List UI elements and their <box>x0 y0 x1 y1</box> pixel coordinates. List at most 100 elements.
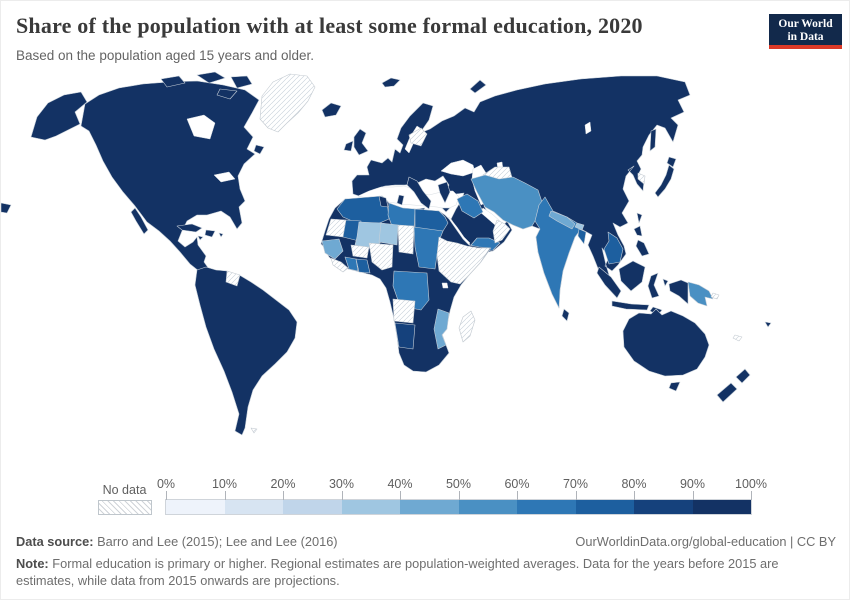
map-region-mozambique[interactable] <box>433 308 450 350</box>
map-region-sudan-south-sudan[interactable] <box>413 226 444 270</box>
map-region-fiji[interactable] <box>764 321 772 328</box>
legend-bin-50%-60%[interactable] <box>458 500 517 514</box>
map-region-namibia[interactable] <box>394 322 416 350</box>
legend-bin-40%-50%[interactable] <box>400 500 459 514</box>
owid-logo[interactable]: Our World in Data <box>769 14 842 49</box>
map-region-arctic-islands[interactable] <box>196 71 226 84</box>
map-region-tunisia[interactable] <box>378 195 389 208</box>
owid-logo-line1: Our World <box>778 18 833 30</box>
map-region-arctic-islands[interactable] <box>230 75 253 89</box>
map-region-antimeridian-sliver[interactable] <box>1 202 12 214</box>
map-region-sardinia[interactable] <box>396 194 405 206</box>
map-region-chad-no-data[interactable] <box>397 224 415 255</box>
mediterranean-sea <box>357 185 460 210</box>
map-region-baja-california[interactable] <box>130 207 149 235</box>
map-region-italy[interactable] <box>406 176 432 210</box>
map-region-svalbard[interactable] <box>381 77 401 88</box>
legend-bin-60%-70%[interactable] <box>517 500 576 514</box>
legend-tick <box>634 491 635 500</box>
legend-bin-70%-80%[interactable] <box>575 500 634 514</box>
map-region-moluccas[interactable] <box>662 278 669 287</box>
map-region-greece[interactable] <box>437 181 451 204</box>
page-subtitle: Based on the population aged 15 years an… <box>16 48 314 63</box>
map-region-newfoundland[interactable] <box>253 144 265 155</box>
legend-tick-label: 90% <box>679 477 706 491</box>
map-region-angola-no-data[interactable] <box>392 298 416 324</box>
lake-baikal <box>584 121 592 135</box>
map-region-tasmania[interactable] <box>668 381 681 392</box>
map-region-arctic-islands[interactable] <box>216 88 238 100</box>
map-region-philippines[interactable] <box>633 225 643 237</box>
map-region-ireland[interactable] <box>343 140 354 152</box>
map-region-new-zealand[interactable] <box>735 368 751 384</box>
map-region-crete[interactable] <box>441 207 451 213</box>
legend-tick <box>283 491 284 500</box>
legend-bin-20%-30%[interactable] <box>283 500 342 514</box>
map-region-novaya-zemlya[interactable] <box>469 79 487 94</box>
map-region-japan[interactable] <box>654 164 675 198</box>
map-region-united-kingdom[interactable] <box>353 128 369 156</box>
owid-logo-line2: in Data <box>787 31 824 43</box>
map-region-taiwan[interactable] <box>636 212 643 224</box>
legend-bin-90%-100%[interactable] <box>692 500 751 514</box>
map-region-greenland-no-data[interactable] <box>259 73 316 133</box>
map-region-laos-cambodia[interactable] <box>603 231 624 265</box>
map-region-java[interactable] <box>611 300 650 311</box>
map-region-new-caledonia-no-data[interactable] <box>732 334 743 342</box>
map-region-sri-lanka[interactable] <box>561 308 570 322</box>
map-region-guyana-suriname-no-data[interactable] <box>225 270 241 287</box>
legend-tick <box>692 491 694 500</box>
map-region-new-zealand[interactable] <box>716 382 738 403</box>
map-region-papua-new-guinea[interactable] <box>687 281 714 307</box>
map-region-horn-of-africa-no-data[interactable] <box>436 236 491 285</box>
map-region-bangladesh[interactable] <box>577 228 587 245</box>
map-region-ghana[interactable] <box>355 258 371 274</box>
attribution-link[interactable]: OurWorldinData.org/global-education | CC… <box>575 534 836 549</box>
map-region-north-america[interactable] <box>80 80 260 273</box>
legend-color-bar[interactable] <box>165 499 752 515</box>
map-region-iceland[interactable] <box>321 102 342 118</box>
legend-tick <box>517 491 518 500</box>
map-region-australia[interactable] <box>622 308 710 377</box>
map-region-puerto-rico[interactable] <box>218 232 224 238</box>
map-region-hispaniola[interactable] <box>204 229 216 238</box>
map-region-alaska[interactable] <box>30 91 88 141</box>
legend-bin-30%-40%[interactable] <box>341 500 400 514</box>
map-region-sierra-leone-liberia-no-data[interactable] <box>330 257 349 273</box>
map-region-west-papua[interactable] <box>668 279 689 305</box>
map-region-oman-no-data[interactable] <box>492 219 511 244</box>
map-region-niger[interactable] <box>378 222 399 246</box>
map-region-nepal[interactable] <box>548 210 576 230</box>
map-region-japan[interactable] <box>666 156 677 168</box>
map-region-arctic-islands[interactable] <box>160 75 186 88</box>
map-region-baltics-belarus-no-data[interactable] <box>408 127 428 147</box>
world-choropleth-map[interactable] <box>1 69 850 469</box>
map-region-nigeria-no-data[interactable] <box>368 242 394 271</box>
legend-bin-80%-90%[interactable] <box>634 500 693 514</box>
map-region-north-korea-no-data[interactable] <box>637 172 646 185</box>
map-region-madagascar-no-data[interactable] <box>458 310 476 343</box>
legend-bin-0%-10%[interactable] <box>166 500 225 514</box>
map-region-cote-divoire[interactable] <box>344 256 359 272</box>
legend-tick <box>751 491 752 500</box>
map-region-borneo[interactable] <box>618 260 646 292</box>
map-region-solomon-islands-no-data[interactable] <box>710 292 720 300</box>
map-region-sumatra[interactable] <box>596 266 622 299</box>
map-region-south-america[interactable] <box>194 266 298 436</box>
map-region-philippines[interactable] <box>635 239 650 257</box>
map-region-cuba[interactable] <box>176 223 203 233</box>
page-title: Share of the population with at least so… <box>16 13 643 38</box>
legend-bin-10%-20%[interactable] <box>224 500 283 514</box>
map-region-sakhalin[interactable] <box>649 128 657 152</box>
map-region-syria-iraq[interactable] <box>456 193 484 219</box>
map-region-burkina-faso-no-data[interactable] <box>350 244 370 259</box>
data-source-text: Barro and Lee (2015); Lee and Lee (2016) <box>97 534 338 549</box>
map-region-jamaica[interactable] <box>197 235 204 241</box>
map-region-falkland-no-data[interactable] <box>250 427 258 434</box>
map-region-senegal-guinea[interactable] <box>321 238 344 260</box>
legend-tick <box>575 491 577 500</box>
note-text: Formal education is primary or higher. R… <box>16 556 779 588</box>
map-region-sulawesi[interactable] <box>647 272 660 299</box>
lake-victoria <box>441 282 449 289</box>
legend-no-data-swatch[interactable] <box>98 500 152 515</box>
